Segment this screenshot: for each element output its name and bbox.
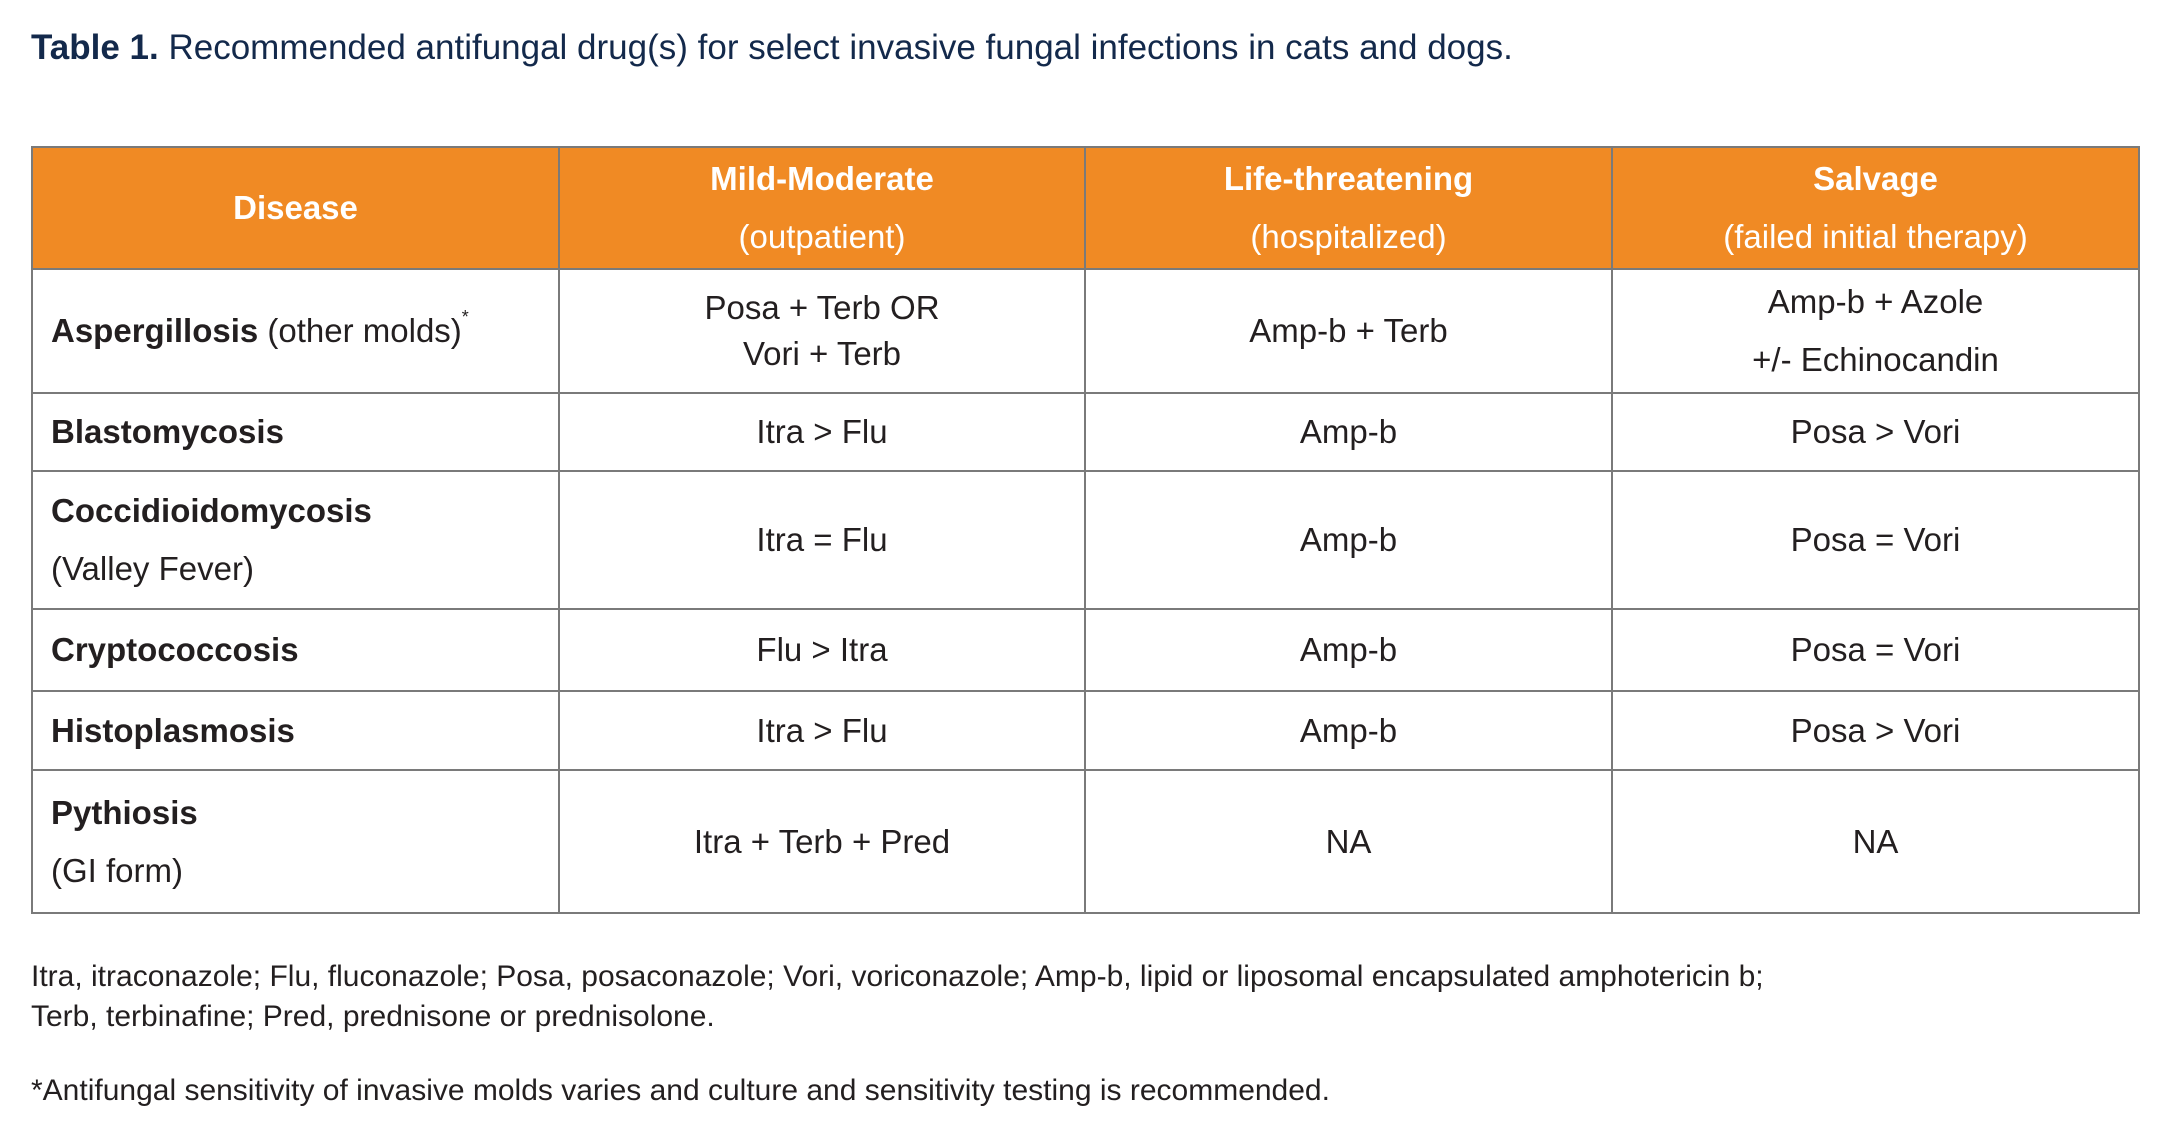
salvage-therapy-cell: Amp-b + Azole +/- Echinocandin [1611,268,2140,394]
therapy-line: Amp-b [1299,711,1398,749]
life-therapy-cell: Amp-b [1084,392,1613,472]
disease-name: Histoplasmosis [51,711,295,749]
life-therapy-cell: Amp-b [1084,690,1613,771]
therapy-line: +/- Echinocandin [1752,341,1999,378]
header-row: Disease Mild-Moderate (outpatient) Life-t… [31,146,2140,270]
table-number: Table 1. [31,28,159,67]
disease-name: Cryptococcosis [51,631,299,668]
therapy-line: Amp-b + Terb [1249,312,1448,349]
salvage-therapy-cell: Posa = Vori [1611,608,2140,692]
table-caption-text: Recommended antifungal drug(s) for selec… [168,28,1513,67]
abbreviations-line-1: Itra, itraconazole; Flu, fluconazole; Po… [31,960,1764,993]
therapy-line: Flu > Itra [756,631,888,668]
life-therapy-cell: NA [1084,769,1613,914]
therapy-line: Itra > Flu [756,711,888,749]
mild-therapy-cell: Posa + Terb OR Vori + Terb [558,268,1086,394]
therapy-line: Itra = Flu [756,521,888,558]
disease-cell: Aspergillosis (other molds)* [31,268,560,394]
mild-therapy-cell: Itra + Terb + Pred [558,769,1086,914]
table-row: Coccidioidomycosis (Valley Fever) Itra = F… [31,470,2140,610]
salvage-therapy-cell: Posa > Vori [1611,392,2140,472]
disease-detail: (Valley Fever) [51,550,254,587]
therapy-line: Posa > Vori [1790,413,1961,450]
therapy-line: Amp-b [1299,413,1398,450]
header-disease: Disease [31,146,560,270]
life-therapy-cell: Amp-b [1084,608,1613,692]
footnote-marker: * [461,307,469,327]
therapy-line: Itra > Flu [756,413,888,450]
disease-cell: Pythiosis (GI form) [31,769,560,914]
salvage-therapy-cell: NA [1611,769,2140,914]
therapy-line: Vori + Terb [742,335,902,372]
disease-name: Coccidioidomycosis [51,492,372,529]
disease-name: Pythiosis [51,793,198,831]
table-row: Cryptococcosis Flu > Itra Amp-b Posa = Vori [31,608,2140,692]
salvage-therapy-cell: Posa > Vori [1611,690,2140,771]
therapy-line: NA [1325,822,1372,860]
footnote: *Antifungal sensitivity of invasive mold… [31,1074,1330,1107]
mild-therapy-cell: Itra = Flu [558,470,1086,610]
therapy-line: Amp-b [1299,521,1398,558]
disease-name: Blastomycosis [51,413,284,450]
life-therapy-cell: Amp-b + Terb [1084,268,1613,394]
mild-therapy-cell: Itra > Flu [558,690,1086,771]
table-row: Aspergillosis (other molds)* Posa + Terb … [31,268,2140,394]
antifungal-table: Disease Mild-Moderate (outpatient) Life-t… [31,146,2140,914]
header-salvage: Salvage (failed initial therapy) [1611,146,2140,270]
therapy-line: Posa = Vori [1790,521,1961,558]
therapy-line: NA [1852,822,1899,860]
disease-cell: Coccidioidomycosis (Valley Fever) [31,470,560,610]
mild-therapy-cell: Flu > Itra [558,608,1086,692]
mild-therapy-cell: Itra > Flu [558,392,1086,472]
table-caption: Table 1. Recommended antifungal drug(s) … [31,28,1513,68]
table-row: Blastomycosis Itra > Flu Amp-b Posa > Vori [31,392,2140,472]
salvage-therapy-cell: Posa = Vori [1611,470,2140,610]
therapy-line: Posa > Vori [1790,711,1961,749]
therapy-line: Posa + Terb OR [704,289,940,326]
therapy-line: Posa = Vori [1790,631,1961,668]
disease-detail: (GI form) [51,851,183,889]
therapy-line: Itra + Terb + Pred [693,822,951,860]
life-therapy-cell: Amp-b [1084,470,1613,610]
therapy-line: Amp-b [1299,631,1398,668]
table-row: Pythiosis (GI form) Itra + Terb + Pred NA NA [31,769,2140,914]
table-row: Histoplasmosis Itra > Flu Amp-b Posa > Vori [31,690,2140,771]
header-life-threatening: Life-threatening (hospitalized) [1084,146,1613,270]
disease-cell: Cryptococcosis [31,608,560,692]
abbreviations-line-2: Terb, terbinafine; Pred, prednisone or p… [31,1000,715,1033]
header-mild-moderate: Mild-Moderate (outpatient) [558,146,1086,270]
disease-detail: (other molds) [267,312,462,349]
disease-cell: Blastomycosis [31,392,560,472]
disease-cell: Histoplasmosis [31,690,560,771]
disease-name: Aspergillosis [51,312,259,349]
therapy-line: Amp-b + Azole [1767,283,1984,320]
